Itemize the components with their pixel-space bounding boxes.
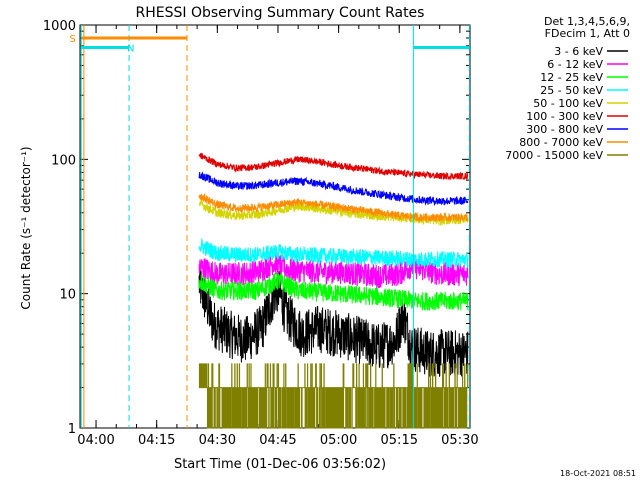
series-800-7000-kev bbox=[198, 192, 469, 223]
series-25-50-kev bbox=[198, 237, 469, 269]
y-tick-label: 100 bbox=[51, 153, 76, 168]
axes: 1 10 100 1000 04:00 04:15 04:30 04:45 05:00 05:15… bbox=[43, 19, 479, 448]
legend-header-2: FDecim 1, Att 0 bbox=[545, 27, 630, 40]
series-7000-15000-kev bbox=[198, 363, 469, 429]
legend: Det 1,3,4,5,6,9, FDecim 1, Att 0 3 - 6 k… bbox=[505, 15, 630, 162]
series-line bbox=[198, 171, 469, 207]
y-tick-label: 10 bbox=[59, 288, 76, 303]
series-100-300-kev bbox=[198, 152, 469, 181]
series-12-25-kev bbox=[198, 272, 469, 311]
series-line bbox=[198, 261, 469, 378]
x-tick-label: 05:15 bbox=[381, 433, 418, 448]
legend-label-50-100-kev: 50 - 100 keV bbox=[533, 97, 603, 110]
series-300-800-kev bbox=[198, 171, 469, 207]
series-line bbox=[198, 252, 469, 289]
series-line bbox=[198, 272, 469, 311]
y-axis-label: Count Rate (s⁻¹ detector⁻¹) bbox=[19, 146, 33, 309]
series-line bbox=[198, 192, 469, 223]
legend-label-7000-15000-kev: 7000 - 15000 keV bbox=[505, 149, 603, 162]
legend-label-300-800-kev: 300 - 800 keV bbox=[526, 123, 603, 136]
x-tick-label: 04:15 bbox=[138, 433, 175, 448]
markers-layer: SN bbox=[70, 25, 470, 428]
legend-label-6-12-kev: 6 - 12 keV bbox=[547, 58, 603, 71]
series-layer bbox=[198, 152, 469, 429]
series-line bbox=[198, 152, 469, 181]
y-tick-label: 1 bbox=[68, 422, 76, 437]
x-axis-label: Start Time (01-Dec-06 03:56:02) bbox=[174, 457, 386, 472]
legend-label-12-25-kev: 12 - 25 keV bbox=[540, 71, 603, 84]
chart-title: RHESSI Observing Summary Count Rates bbox=[136, 5, 425, 21]
footer-timestamp: 18-Oct-2021 08:51 bbox=[560, 469, 636, 478]
legend-label-100-300-kev: 100 - 300 keV bbox=[526, 110, 603, 123]
legend-label-3-6-kev: 3 - 6 keV bbox=[554, 45, 603, 58]
x-tick-label: 05:30 bbox=[441, 433, 478, 448]
legend-label-800-7000-kev: 800 - 7000 keV bbox=[519, 136, 603, 149]
x-tick-label: 04:45 bbox=[259, 433, 296, 448]
series-6-12-kev bbox=[198, 252, 469, 289]
series-line bbox=[198, 237, 469, 269]
flag-label-n: N bbox=[127, 43, 134, 54]
x-tick-label: 04:00 bbox=[77, 433, 114, 448]
x-tick-label: 04:30 bbox=[199, 433, 236, 448]
x-tick-label: 05:00 bbox=[320, 433, 357, 448]
legend-label-25-50-kev: 25 - 50 keV bbox=[540, 84, 603, 97]
flag-label-s: S bbox=[70, 34, 76, 45]
legend-header-1: Det 1,3,4,5,6,9, bbox=[544, 15, 630, 28]
series-3-6-kev bbox=[198, 261, 469, 378]
series-line bbox=[198, 363, 469, 429]
y-tick-label: 1000 bbox=[43, 19, 76, 34]
